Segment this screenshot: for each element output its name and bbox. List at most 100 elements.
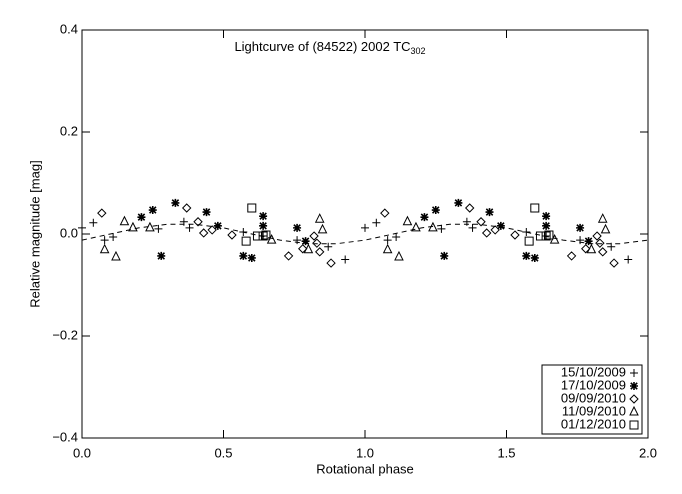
point [154,224,163,233]
point [326,258,336,268]
point [247,203,257,213]
point [293,223,302,232]
point [624,255,633,264]
point [207,225,217,235]
point [598,247,608,257]
legend-marker [629,405,639,416]
point [524,236,534,246]
point [383,236,392,245]
point [372,218,381,227]
point [428,221,438,232]
point [597,213,608,223]
point [198,228,209,238]
point [542,221,551,230]
point [179,217,188,226]
legend-label: 01/12/2010 [561,416,626,431]
point [522,227,531,236]
point [581,244,591,254]
point [283,251,294,261]
point [394,250,404,261]
point [148,206,157,215]
point [193,217,203,227]
x-tick-label: 0.0 [73,445,91,460]
point [490,225,500,235]
point [392,233,401,242]
legend-label: 17/10/2009 [561,377,626,392]
point [259,212,268,221]
point [182,203,192,213]
point [380,208,390,218]
point [544,230,554,240]
point [402,215,413,226]
point [481,228,492,238]
point [309,231,319,241]
point [465,203,475,213]
x-tick-label: 1.0 [356,445,374,460]
point [541,231,551,241]
y-axis-label: Relative magnitude [mag] [27,160,42,307]
point [341,255,350,264]
point [303,243,314,254]
point [530,203,540,213]
y-tick-label: 0.2 [60,123,78,138]
point [261,230,271,240]
point [258,231,268,241]
point [301,237,310,246]
legend-marker [629,420,639,430]
point [530,253,539,262]
legend-marker [630,382,638,390]
point [522,251,531,260]
point [420,213,429,222]
legend-marker [629,394,639,404]
y-tick-label: 0.4 [60,21,78,36]
point [97,208,107,218]
point [542,212,551,221]
point [431,206,440,215]
point [315,247,325,257]
point [213,221,222,230]
point [99,243,110,254]
point [259,221,268,230]
point [462,217,471,226]
point [454,198,463,207]
point [510,230,520,240]
point [468,223,477,232]
point [157,251,166,260]
point [89,218,98,227]
point [241,236,251,246]
point [576,223,585,232]
legend-box [541,364,643,435]
point [566,251,577,261]
point [324,242,333,251]
point [137,213,146,222]
point [185,223,194,232]
y-tick-label: 0.0 [60,225,78,240]
point [298,244,308,254]
point [476,217,486,227]
point [128,221,138,232]
point [595,238,605,248]
legend-marker [630,369,638,377]
point [111,250,121,261]
chart-title: Lightcurve of (84522) 2002 TC302 [234,39,425,56]
y-tick-label: −0.4 [52,429,78,444]
x-tick-label: 1.5 [497,445,515,460]
point [293,236,302,245]
point [607,242,616,251]
legend-label: 11/09/2010 [562,403,626,418]
point [145,221,155,232]
point [239,227,248,236]
x-axis-label: Rotational phase [316,461,414,476]
point [361,223,369,232]
point [586,243,597,254]
point [485,208,494,217]
point [100,236,109,245]
point [411,221,421,232]
point [312,238,322,248]
point [592,231,602,241]
point [202,208,211,217]
legend-label: 09/09/2010 [561,390,626,405]
point [314,213,325,223]
point [382,243,393,254]
